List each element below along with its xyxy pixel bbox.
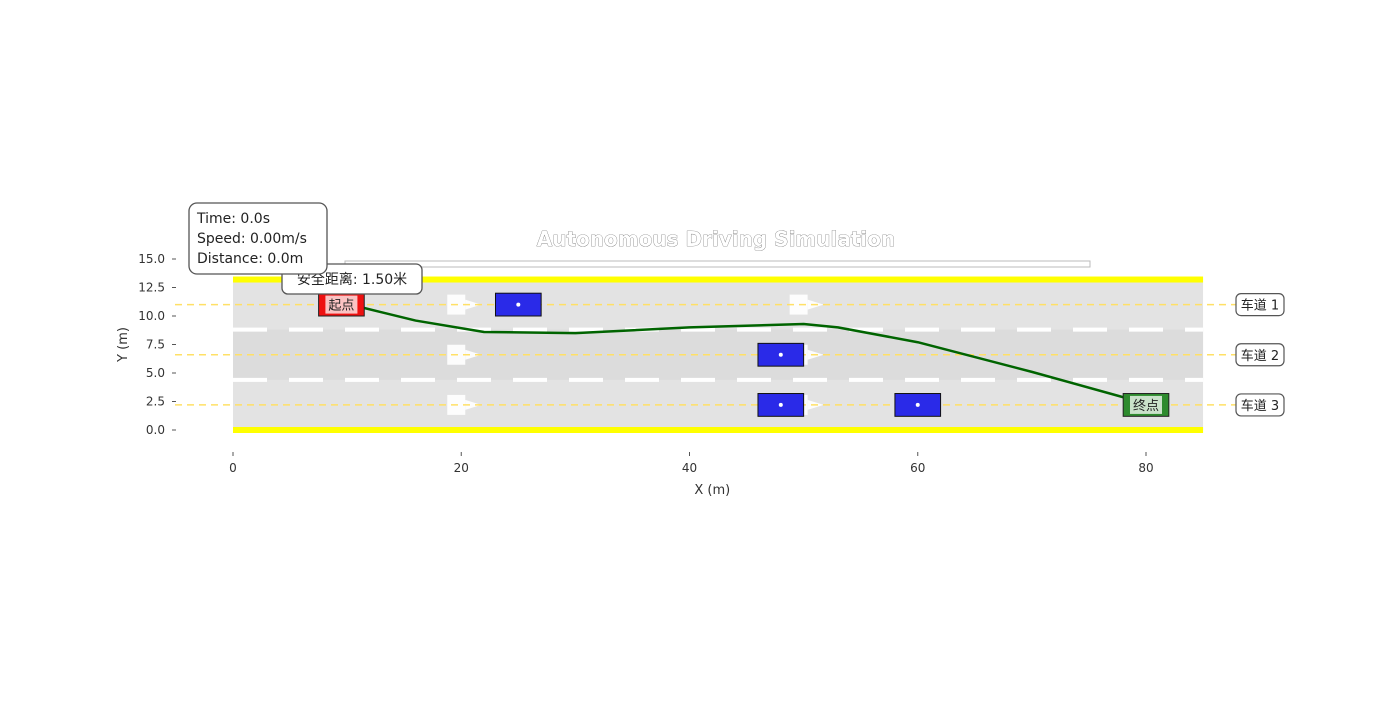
lane-label-box-2 — [1235, 343, 1285, 367]
y-tick-label-4: 10.0 — [138, 309, 165, 323]
info-line-1: Time: 0.0s — [196, 211, 270, 227]
x-tick-label-3: 60 — [910, 461, 925, 475]
obstacle-vehicle-center-4 — [915, 402, 920, 407]
x-tick-label-4: 80 — [1138, 461, 1153, 475]
road-marking — [789, 294, 808, 315]
obstacle-vehicle-center-2 — [778, 352, 783, 357]
y-tick-label-0: 0.0 — [146, 423, 165, 437]
end-label: 终点 — [1133, 398, 1159, 414]
start-label: 起点 — [328, 299, 354, 314]
axes-layer: 0 20 40 60 80 0.0 2.5 5.0 7.5 10.0 12.5 15.0 X (m) Y … — [116, 227, 1154, 498]
lane-label-3: 车道 3 — [1241, 398, 1279, 414]
lane-label-box-1 — [1235, 293, 1285, 317]
lane-label-1: 车道 1 — [1241, 298, 1279, 314]
info-line-2: Speed: 0.00m/s — [197, 231, 307, 247]
path-layer — [363, 306, 1135, 402]
x-tick-label-2: 40 — [682, 461, 697, 475]
y-axis-label: Y (m) — [116, 327, 131, 363]
y-tick-label-1: 2.5 — [146, 395, 165, 409]
road-marking-arrow — [465, 299, 482, 310]
lane-label-2: 车道 2 — [1241, 348, 1279, 364]
x-tick-label-0: 0 — [229, 461, 237, 475]
title-underline — [344, 260, 1091, 268]
obstacle-vehicle-center-3 — [778, 402, 783, 407]
y-tick-label-3: 7.5 — [146, 338, 165, 352]
y-tick-label-2: 5.0 — [146, 366, 165, 380]
planned-path-line — [363, 306, 1135, 402]
obstacle-vehicle-center-1 — [516, 302, 521, 307]
info-box — [188, 202, 328, 275]
start-label-bg — [325, 295, 358, 314]
road-edge-top — [233, 276, 1204, 283]
road-marking-arrow — [465, 349, 482, 360]
chart-title: Autonomous Driving Simulation — [537, 227, 896, 251]
lane-label-box-3 — [1235, 393, 1285, 417]
road-edge-bottom — [233, 427, 1204, 433]
x-tick-label-1: 20 — [454, 461, 469, 475]
road-marking-arrow — [465, 399, 482, 410]
annotation-layer: 安全距离: 1.50米 Time: 0.0s Speed: 0.00m/s Dista… — [188, 202, 423, 295]
lane-layer: 车道 1 车道 2 车道 3 — [175, 293, 1285, 417]
x-axis-label: X (m) — [694, 483, 730, 498]
safety-distance-label: 安全距离: 1.50米 — [297, 271, 407, 288]
y-tick-label-5: 12.5 — [138, 281, 165, 295]
y-tick-label-6: 15.0 — [138, 252, 165, 266]
info-line-3: Distance: 0.0m — [197, 251, 303, 267]
end-label-bg — [1130, 395, 1162, 414]
